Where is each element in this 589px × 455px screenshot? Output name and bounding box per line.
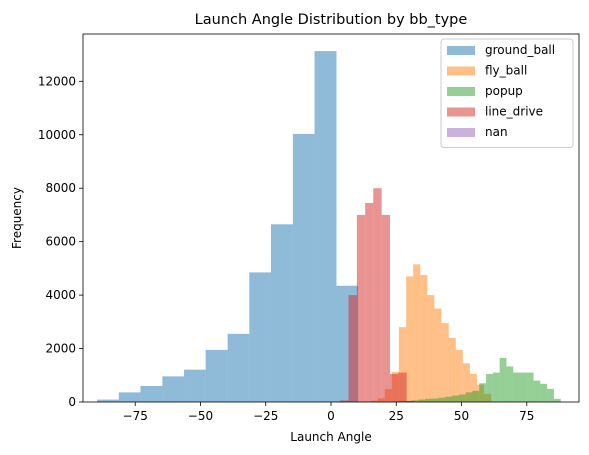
bar-ground_ball-3 <box>162 376 185 402</box>
bar-popup-6 <box>431 398 439 402</box>
bar-popup-9 <box>452 395 459 402</box>
y-tick-label-5: 10000 <box>38 128 76 142</box>
legend-swatch-ground_ball <box>447 46 475 55</box>
legend-label-fly_ball: fly_ball <box>485 64 527 78</box>
bar-popup-12 <box>472 390 480 402</box>
bar-ground_ball-0 <box>97 399 119 402</box>
bar-popup-19 <box>520 372 527 402</box>
bar-popup-13 <box>479 383 487 402</box>
bar-ground_ball-9 <box>292 133 315 402</box>
bar-popup-8 <box>445 396 453 402</box>
bar-line_drive-1 <box>340 400 349 402</box>
bar-ground_ball-1 <box>118 392 141 402</box>
y-tick-label-3: 6000 <box>45 235 76 249</box>
bar-line_drive-9 <box>406 400 415 402</box>
bar-popup-18 <box>513 372 521 402</box>
y-tick-label-4: 8000 <box>45 181 76 195</box>
bar-fly_ball-15 <box>455 349 463 402</box>
bar-fly_ball-7 <box>398 327 407 402</box>
y-axis-ticks: 0 2000 4000 6000 8000 10000 12000 <box>38 74 83 409</box>
bar-popup-10 <box>458 394 466 402</box>
bar-ground_ball-10 <box>314 51 337 402</box>
bar-fly_ball-12 <box>434 308 442 402</box>
bar-popup-20 <box>526 372 534 402</box>
x-tick-label-1: −50 <box>188 409 213 423</box>
x-tick-label-0: −75 <box>123 409 148 423</box>
bar-ground_ball-5 <box>205 349 228 402</box>
bar-fly_ball-11 <box>427 295 435 402</box>
bar-popup-11 <box>465 392 473 402</box>
bar-line_drive-2 <box>348 295 357 402</box>
bar-fly_ball-8 <box>406 276 414 402</box>
bar-popup-16 <box>499 357 507 402</box>
y-tick-label-6: 12000 <box>38 74 76 88</box>
y-tick-label-2: 4000 <box>45 288 76 302</box>
y-axis-label: Frequency <box>10 187 24 249</box>
bar-popup-5 <box>424 398 432 402</box>
bar-fly_ball-14 <box>448 337 456 402</box>
bar-fly_ball-9 <box>413 264 421 402</box>
legend-label-popup: popup <box>485 84 523 98</box>
chart-title: Launch Angle Distribution by bb_type <box>195 12 468 28</box>
bar-fly_ball-17 <box>469 373 477 402</box>
bar-popup-21 <box>533 380 541 402</box>
x-tick-label-5: 50 <box>454 409 469 423</box>
bar-ground_ball-4 <box>184 369 206 402</box>
bar-line_drive-8 <box>398 372 407 402</box>
bar-popup-15 <box>492 372 500 402</box>
bar-line_drive-7 <box>389 373 399 402</box>
bar-popup-23 <box>547 388 554 402</box>
legend-swatch-nan <box>447 128 475 137</box>
bar-line_drive-4 <box>365 202 374 402</box>
y-tick-label-0: 0 <box>68 395 76 409</box>
x-tick-label-6: 75 <box>519 409 534 423</box>
bar-popup-24 <box>553 398 561 402</box>
bar-ground_ball-6 <box>227 333 250 402</box>
bar-popup-17 <box>506 366 514 402</box>
y-tick-label-1: 2000 <box>45 342 76 356</box>
bar-fly_ball-10 <box>420 275 428 402</box>
bar-popup-14 <box>486 373 493 402</box>
x-tick-label-4: 25 <box>389 409 404 423</box>
legend-box <box>440 38 574 148</box>
legend-swatch-fly_ball <box>447 66 475 76</box>
bar-popup-4 <box>418 399 425 402</box>
legend-label-line_drive: line_drive <box>485 105 543 119</box>
histogram-bars <box>97 51 561 402</box>
legend-label-ground_ball: ground_ball <box>485 43 555 57</box>
legend-label-nan: nan <box>485 125 508 139</box>
bar-line_drive-5 <box>373 188 382 402</box>
bar-line_drive-3 <box>356 214 366 402</box>
x-tick-label-2: −25 <box>253 409 278 423</box>
legend-swatch-line_drive <box>447 107 475 117</box>
bar-popup-22 <box>540 383 548 402</box>
x-tick-label-3: 0 <box>327 409 335 423</box>
bar-ground_ball-2 <box>140 385 163 402</box>
bar-ground_ball-8 <box>270 224 293 402</box>
bar-line_drive-6 <box>381 214 390 402</box>
bar-popup-7 <box>438 397 446 402</box>
x-axis-label: Launch Angle <box>290 430 371 444</box>
bar-fly_ball-13 <box>441 323 449 402</box>
x-axis-ticks: −75 −50 −25 0 25 50 75 <box>123 402 534 423</box>
legend-swatch-popup <box>447 87 475 96</box>
bar-fly_ball-16 <box>462 363 470 402</box>
bar-ground_ball-7 <box>249 272 271 402</box>
